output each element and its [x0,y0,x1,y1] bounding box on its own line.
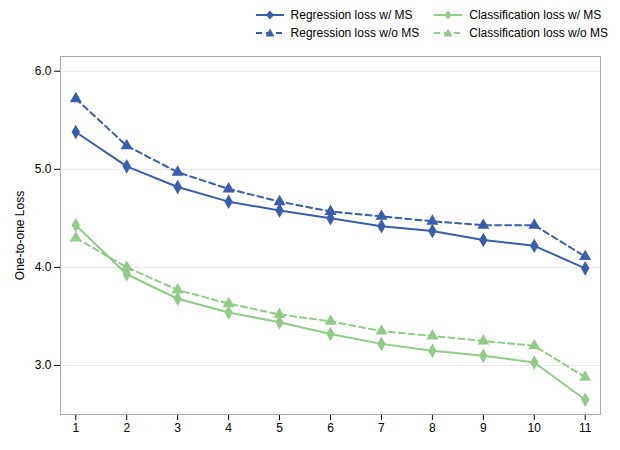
svg-text:5: 5 [276,421,283,435]
svg-text:4.0: 4.0 [35,260,52,274]
svg-text:6.0: 6.0 [35,64,52,78]
svg-text:2: 2 [123,421,130,435]
svg-text:One-to-one Loss: One-to-one Loss [13,191,27,280]
html-text:Classification loss w/o MS: Classification loss w/o MS [469,26,608,40]
html-text:Regression loss w/ MS: Regression loss w/ MS [290,8,413,22]
svg-text:3.0: 3.0 [35,358,52,372]
svg-text:4: 4 [225,421,232,435]
svg-text:7: 7 [378,421,385,435]
svg-text:3: 3 [174,421,181,435]
svg-text:8: 8 [429,421,436,435]
svg-text:5.0: 5.0 [35,162,52,176]
svg-text:10: 10 [528,421,542,435]
html-text:Regression loss w/o MS: Regression loss w/o MS [290,26,420,40]
html-text:Classification loss w/ MS: Classification loss w/ MS [469,8,602,22]
svg-text:11: 11 [579,421,592,435]
svg-text:9: 9 [480,421,487,435]
svg-text:1: 1 [72,421,79,435]
svg-text:6: 6 [327,421,334,435]
